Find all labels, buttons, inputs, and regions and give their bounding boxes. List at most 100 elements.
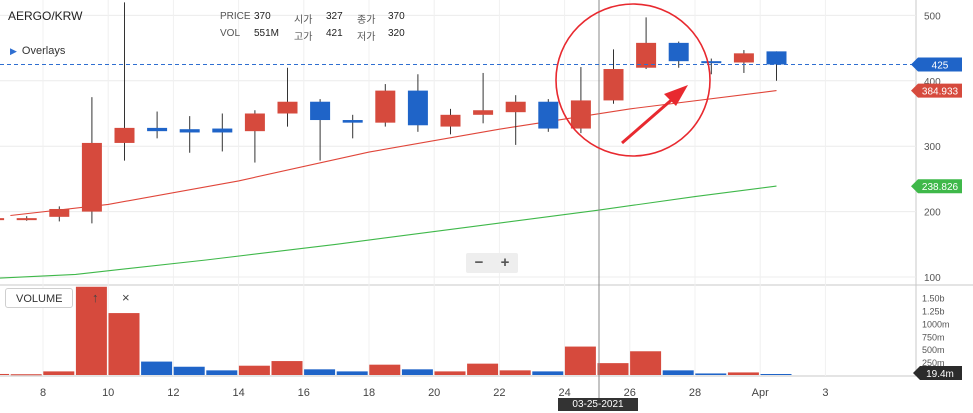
arrow-shaft	[621, 94, 677, 145]
candle-body	[766, 51, 787, 65]
overlays-label: Overlays	[21, 45, 66, 57]
volume-bar	[304, 369, 336, 375]
low-value: 320	[388, 28, 405, 39]
symbol-title: AERGO/KRW	[8, 9, 83, 23]
price-tag-shape	[911, 83, 962, 98]
close-icon[interactable]: ×	[122, 290, 130, 305]
date-tick-label: 3	[822, 387, 828, 399]
candle-body	[505, 101, 526, 113]
volume-bar	[401, 369, 433, 375]
open-value: 327	[326, 11, 343, 22]
volume-bar	[564, 346, 596, 375]
price-tag-shape	[911, 179, 962, 194]
volume-tick-label: 500m	[922, 345, 945, 355]
candle-body	[701, 61, 722, 64]
volume-bar	[206, 370, 238, 375]
date-tick-label: Apr	[752, 387, 769, 399]
volume-bar	[760, 373, 792, 375]
date-tick-label: 10	[102, 387, 114, 399]
candle-body	[538, 101, 559, 129]
volume-tick-label: 250m	[922, 358, 945, 368]
vol-label: VOL	[220, 28, 241, 39]
price-label: PRICE	[220, 11, 251, 22]
date-tick-label: 18	[363, 387, 375, 399]
candle-body	[16, 218, 37, 221]
candle-body	[49, 208, 70, 217]
volume-indicator-button[interactable]: VOLUME	[5, 288, 73, 308]
zoom-in-button[interactable]: +	[500, 254, 510, 271]
volume-bar	[532, 371, 564, 375]
volume-bar	[108, 313, 140, 375]
candle-body	[668, 42, 689, 62]
volume-bar	[173, 366, 205, 375]
annotation	[555, 3, 711, 157]
grid-lines	[0, 0, 916, 376]
candle-body	[310, 101, 331, 121]
volume-bar	[630, 351, 662, 375]
price-tick-label: 100	[924, 273, 941, 284]
close-value: 370	[388, 11, 405, 22]
volume-bar	[0, 373, 10, 375]
candle-body	[81, 142, 102, 212]
volume-bar	[75, 286, 107, 375]
volume-tag-label: 19.4m	[926, 369, 954, 380]
price-tick-label: 500	[924, 11, 941, 22]
price-tag-label: 238.826	[922, 182, 959, 193]
candle-body	[375, 90, 396, 123]
volume-tick-label: 1000m	[922, 319, 950, 329]
candle-body	[473, 110, 494, 115]
candle-body	[733, 53, 754, 63]
volume-tag: 19.4m	[913, 366, 962, 380]
price-tag: 238.826	[911, 179, 962, 194]
ma-short-line	[10, 90, 777, 217]
volume-bars	[0, 286, 792, 376]
zoom-controls: − +	[466, 253, 518, 273]
price-tag-label: 384.933	[922, 87, 959, 98]
high-value: 421	[326, 28, 343, 39]
date-tick-label: 16	[298, 387, 310, 399]
date-axis: 8 10 12 14 16 18 20 22 24 26 28 Apr 3	[40, 387, 829, 399]
crosshair-date-label: 03-25-2021	[558, 398, 638, 411]
volume-tick-label: 1.25b	[922, 307, 945, 317]
volume-bar	[727, 372, 759, 375]
volume-bar	[467, 363, 499, 375]
volume-bar	[43, 371, 75, 375]
ma-long-line	[0, 185, 777, 279]
highlight-circle	[555, 3, 711, 157]
volume-tick-label: 1.50b	[922, 294, 945, 304]
price-tick-label: 400	[924, 77, 941, 88]
candle-body	[440, 114, 461, 127]
price-tick-label: 300	[924, 142, 941, 153]
crosshair	[0, 0, 916, 398]
date-tick-label: 12	[167, 387, 179, 399]
candle-body	[407, 90, 428, 126]
volume-tick-label: 750m	[922, 332, 945, 342]
price-tag: 425	[911, 57, 962, 72]
candle-body	[603, 69, 624, 101]
play-icon: ▶	[10, 46, 17, 56]
price-value: 370	[254, 11, 271, 22]
volume-bar	[499, 370, 531, 375]
candle-body	[342, 120, 363, 123]
date-tick-label: 22	[493, 387, 505, 399]
date-tick-label: 20	[428, 387, 440, 399]
date-tick-label: 24	[558, 387, 570, 399]
volume-bar	[10, 374, 42, 376]
candle-body	[244, 113, 265, 132]
candle-body	[0, 218, 5, 221]
volume-bar	[271, 361, 303, 375]
moving-average-lines	[0, 90, 777, 279]
volume-bar	[336, 371, 368, 375]
high-label: 고가	[294, 32, 313, 43]
zoom-out-button[interactable]: −	[474, 254, 484, 271]
move-up-icon[interactable]: ↑	[92, 290, 99, 305]
candle-body	[147, 127, 168, 132]
date-tick-label: 26	[624, 387, 636, 399]
candle-body	[179, 129, 200, 133]
overlays-toggle[interactable]: ▶ Overlays	[10, 45, 65, 57]
price-tick-label: 200	[924, 208, 941, 219]
volume-bar	[434, 371, 466, 375]
candle-body	[570, 100, 591, 129]
